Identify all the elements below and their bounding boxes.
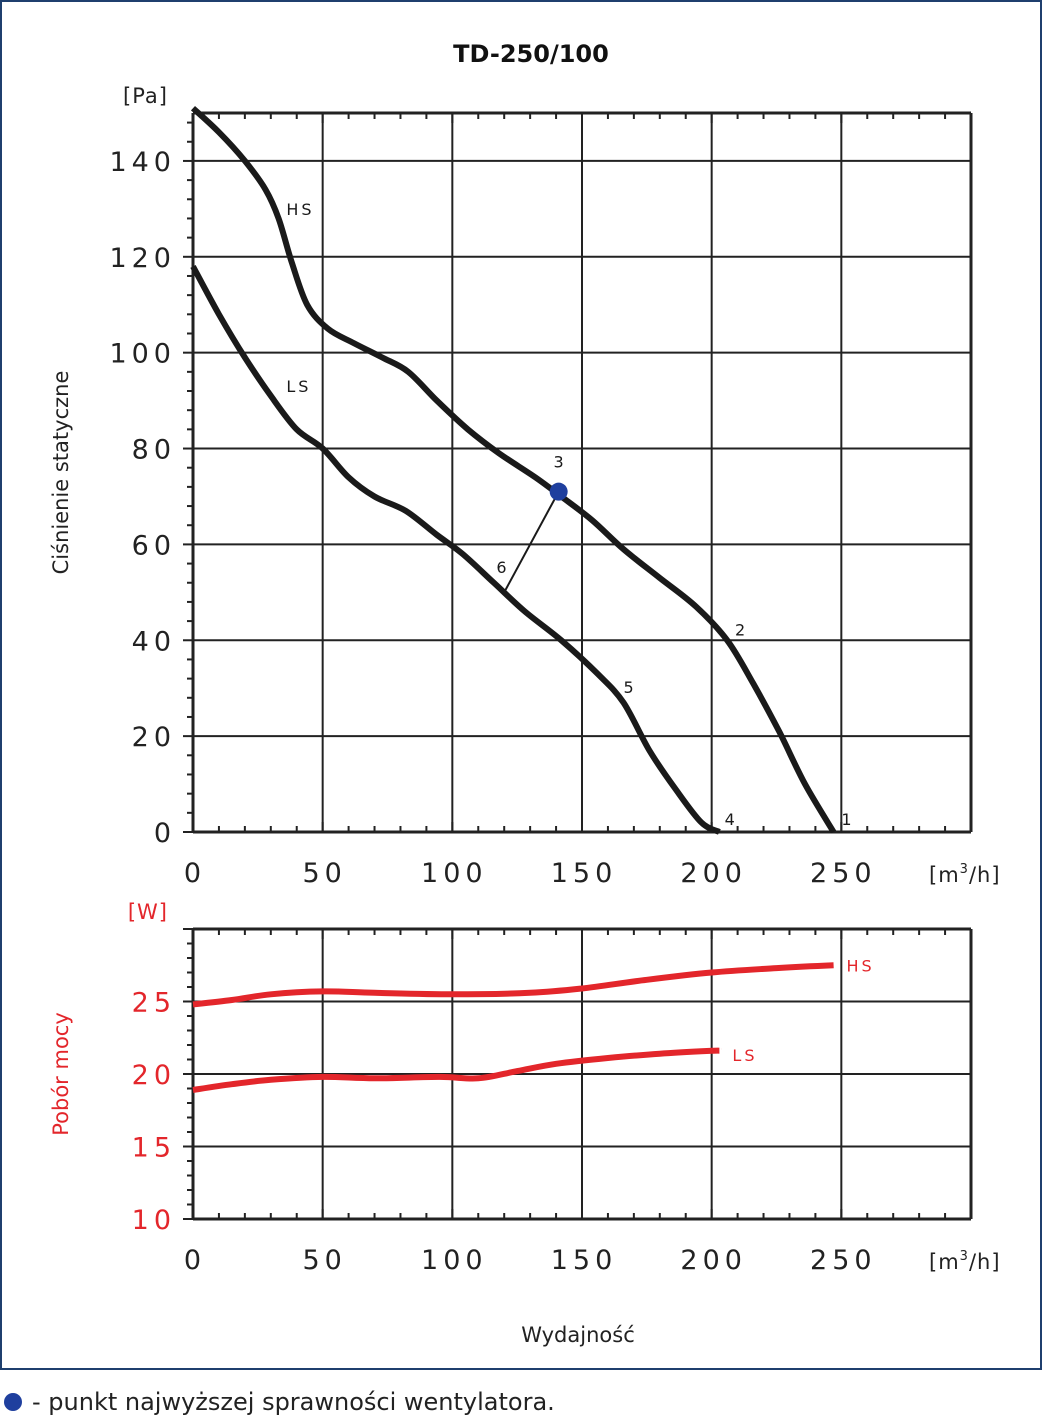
best-efficiency-marker-icon (4, 1393, 22, 1411)
series-label: LS (732, 1046, 757, 1065)
footnote: - punkt najwyższej sprawności wentylator… (4, 1388, 555, 1416)
x-tick-label: 50 (302, 1245, 346, 1276)
footnote-text: - punkt najwyższej sprawności wentylator… (32, 1388, 555, 1416)
y-axis-title: Pobór mocy (49, 1012, 73, 1136)
series-label: HS (286, 200, 314, 219)
series-line-ls (190, 264, 721, 835)
x-tick-label: 0 (184, 858, 206, 889)
y-tick-label: 80 (132, 435, 176, 466)
x-unit-sup: 3 (960, 862, 969, 877)
y-unit-label: [Pa] (123, 84, 168, 108)
x-tick-label: 200 (680, 858, 747, 889)
x-tick-label: 0 (184, 1245, 206, 1276)
series-line-ls (192, 1047, 723, 1093)
y-tick-label: 20 (132, 1060, 176, 1091)
series-line-hs (190, 105, 837, 834)
point-annotation: 3 (553, 453, 563, 472)
series-label: LS (286, 377, 311, 396)
x-tick-label: 150 (551, 1245, 618, 1276)
y-tick-label: 25 (132, 988, 176, 1019)
y-unit-label: [W] (128, 900, 168, 924)
x-unit-label: [m3/h] (929, 862, 1001, 887)
chart-title: TD-250/100 (453, 40, 609, 68)
y-tick-label: 15 (132, 1133, 176, 1164)
x-axis-title: Wydajność (521, 1323, 635, 1347)
x-tick-label: 100 (421, 1245, 488, 1276)
x-tick-label: 250 (810, 858, 877, 889)
x-unit-sup: 3 (960, 1249, 969, 1264)
best-efficiency-point (549, 482, 568, 501)
series-label: HS (847, 956, 875, 975)
y-tick-label: 40 (132, 626, 176, 657)
x-unit-base: [m (929, 863, 960, 887)
x-tick-label: 50 (302, 858, 346, 889)
x-unit-base: [m (929, 1250, 960, 1274)
y-tick-label: 20 (132, 722, 176, 753)
x-tick-label: 150 (551, 858, 618, 889)
point-annotation: 2 (735, 620, 745, 639)
y-tick-label: 100 (109, 339, 176, 370)
y-tick-label: 0 (154, 818, 176, 849)
x-tick-label: 100 (421, 858, 488, 889)
y-tick-label: 60 (132, 530, 176, 561)
x-tick-label: 250 (810, 1245, 877, 1276)
y-tick-label: 10 (132, 1205, 176, 1236)
chart-frame (0, 0, 1042, 1370)
x-unit-label: [m3/h] (929, 1249, 1001, 1274)
point-annotation: 6 (496, 558, 506, 577)
point-annotation: 5 (623, 678, 633, 697)
point-annotation: 4 (725, 810, 735, 829)
y-axis-title: Ciśnienie statyczne (49, 371, 73, 575)
system-resistance-line (503, 491, 560, 593)
series-line-hs (192, 962, 834, 1008)
x-unit-end: /h] (969, 863, 1001, 887)
y-tick-label: 140 (109, 147, 176, 178)
x-tick-label: 200 (680, 1245, 747, 1276)
point-annotation: 1 (841, 810, 851, 829)
x-unit-end: /h] (969, 1250, 1001, 1274)
y-tick-label: 120 (109, 243, 176, 274)
